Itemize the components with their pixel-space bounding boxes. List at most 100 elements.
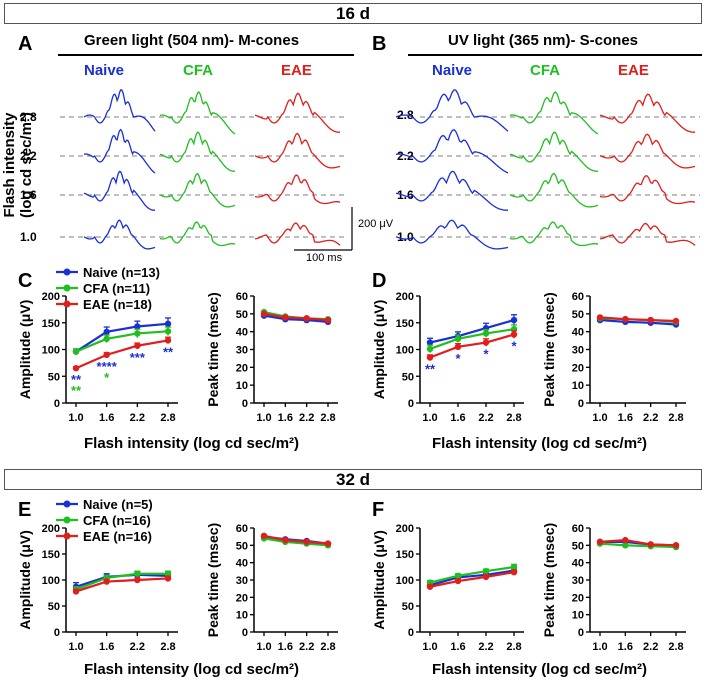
chart-d2-ytick-label-1: 10: [572, 380, 584, 392]
chart-c2-xtick-label-0: 1.0: [256, 412, 271, 424]
chart-e-xtick-label-1: 1.6: [99, 641, 114, 653]
panel-b-rule: [408, 54, 702, 56]
erg-b-trace-naive-1: [395, 128, 509, 174]
chart-d-sig-naive-3: *: [511, 339, 517, 354]
chart-c-point-eae-3: [164, 337, 172, 344]
chart-d-point-cfa-0: [426, 345, 434, 353]
chart-c-point-naive-1: [103, 328, 110, 336]
chart-f-point-cfa-3: [510, 563, 518, 571]
intensity-a-1-6: 1.6: [20, 188, 37, 202]
chart-f-ytick-label-3: 150: [396, 549, 414, 561]
chart-c-legend-marker-0: [63, 268, 71, 276]
chart-c-sig-naive-2: ***: [130, 350, 146, 365]
chart-c2-xtick-label-2: 2.2: [299, 412, 314, 424]
chart-c-legend-label-2: EAE (n=18): [83, 297, 152, 312]
chart-e2-point-eae-1: [282, 536, 289, 544]
erg-a-trace-cfa-2: [159, 172, 236, 208]
chart-d2-ytick-label-0: 0: [578, 398, 584, 410]
chart-d2-ytick-label-4: 40: [572, 327, 584, 339]
chart-e-legend-marker-1: [63, 516, 71, 524]
chart-e-point-eae-3: [164, 575, 172, 582]
chart-f2: 0 10 20 30 40 50 60 1.0 1.6 2.2 2.8 Peak time (msec…: [541, 523, 686, 653]
intensity-a-1-0: 1.0: [20, 230, 37, 244]
intensity-b-1-0: 1.0: [397, 230, 414, 244]
chart-f2-point-eae-1: [622, 536, 629, 544]
panel-b-title: UV light (365 nm)- S-cones: [448, 32, 639, 49]
chart-c-y-label: Amplitude (μV): [17, 300, 33, 400]
chart-d-point-cfa-2: [482, 330, 490, 337]
chart-f2-xtick-label-2: 2.2: [643, 641, 658, 653]
scale-bar-amplitude-label: 200 μV: [358, 218, 394, 230]
chart-d-ytick-label-2: 100: [396, 345, 414, 357]
chart-e2-ytick-label-6: 60: [236, 523, 248, 535]
chart-f-line-eae: [429, 571, 515, 588]
chart-c2-line-eae: [263, 312, 329, 322]
chart-d2-line-eae: [599, 316, 677, 323]
chart-c2-ytick-label-2: 20: [236, 362, 248, 374]
erg-b-trace-cfa-2: [509, 172, 599, 208]
chart-e-point-cfa-2: [134, 570, 141, 577]
chart-e-legend-marker-2: [63, 532, 71, 540]
panel-label-c: C: [18, 270, 33, 292]
chart-c-point-cfa-3: [164, 328, 172, 335]
chart-f-point-eae-3: [510, 569, 518, 576]
chart-d-line-naive: [429, 319, 515, 344]
chart-f-point-eae-1: [454, 577, 462, 585]
chart-e-ytick-label-3: 150: [42, 549, 60, 561]
panel-a-title: Green light (504 nm)- M-cones: [84, 32, 300, 49]
chart-c-line-naive: [75, 322, 169, 353]
chart-f-xtick-label-1: 1.6: [450, 641, 465, 653]
chart-d2-xtick-label-1: 1.6: [618, 412, 633, 424]
chart-d2-point-eae-3: [672, 317, 680, 325]
intensity-b-2-2: 2.2: [397, 149, 414, 163]
chart-d2-ytick-label-5: 50: [572, 309, 584, 321]
chart-e2-xtick-label-1: 1.6: [278, 641, 293, 653]
chart-e2-point-eae-2: [303, 538, 310, 546]
chart-c-legend-label-1: CFA (n=11): [83, 281, 150, 296]
chart-c-ytick-label-2: 100: [42, 345, 60, 357]
intensity-a-2-8: 2.8: [20, 110, 37, 124]
chart-e2-point-eae-0: [260, 532, 268, 539]
chart-e2-xtick-label-0: 1.0: [256, 641, 271, 653]
chart-d-ytick-label-3: 150: [396, 318, 414, 330]
chart-c-ytick-label-0: 0: [54, 398, 60, 410]
chart-e2-ytick-label-3: 30: [236, 575, 248, 587]
x-axis-title-d: Flash intensity (log cd sec/m²): [432, 435, 648, 452]
section-banner-16d: 16 d: [4, 3, 702, 24]
chart-d-point-naive-3: [510, 316, 518, 324]
chart-c2: 0 10 20 30 40 50 60 1.0 1.6 2.2 2.8 Peak time (msec…: [205, 291, 338, 424]
erg-b-trace-eae-0: [599, 93, 695, 133]
chart-c2-point-eae-3: [324, 316, 332, 324]
panel-a-rule: [58, 54, 354, 56]
chart-d-xtick-label-0: 1.0: [422, 412, 437, 424]
chart-d-point-cfa-1: [454, 335, 462, 342]
erg-b-trace-naive-2: [395, 170, 508, 211]
chart-c2-ytick-label-4: 40: [236, 327, 248, 339]
chart-d-y-label: Amplitude (μV): [371, 300, 387, 400]
chart-d2: 0 10 20 30 40 50 60 1.0 1.6 2.2 2.8 Peak time (msec…: [541, 291, 686, 424]
chart-c-legend-marker-2: [63, 300, 71, 308]
chart-e-legend-label-1: CFA (n=16): [83, 513, 151, 528]
panel-label-a: A: [18, 33, 33, 55]
chart-e2-point-eae-3: [324, 540, 332, 547]
erg-b-trace-cfa-1: [509, 131, 598, 172]
chart-d-sig-naive-0: **: [425, 362, 436, 377]
chart-d-xtick-label-1: 1.6: [450, 412, 465, 424]
chart-f-line-naive: [429, 569, 515, 587]
chart-f2-point-eae-2: [647, 541, 654, 548]
chart-e2-xtick-label-3: 2.8: [320, 641, 335, 653]
chart-e2-y-label: Peak time (msec): [205, 523, 221, 637]
chart-c2-ytick-label-6: 60: [236, 291, 248, 303]
erg-b-trace-eae-1: [599, 133, 696, 169]
chart-e-point-cfa-3: [164, 570, 172, 577]
chart-c-xtick-label-1: 1.6: [99, 412, 114, 424]
erg-a-trace-cfa-1: [159, 131, 235, 172]
chart-c-sig-cfa-1: *: [104, 370, 110, 385]
erg-a-label-naive: Naive: [84, 62, 125, 79]
chart-c-sig-cfa-0: **: [71, 383, 82, 398]
chart-c2-point-eae-2: [303, 315, 310, 322]
chart-e-ytick-label-4: 200: [42, 523, 60, 535]
chart-d-point-eae-1: [454, 343, 462, 351]
